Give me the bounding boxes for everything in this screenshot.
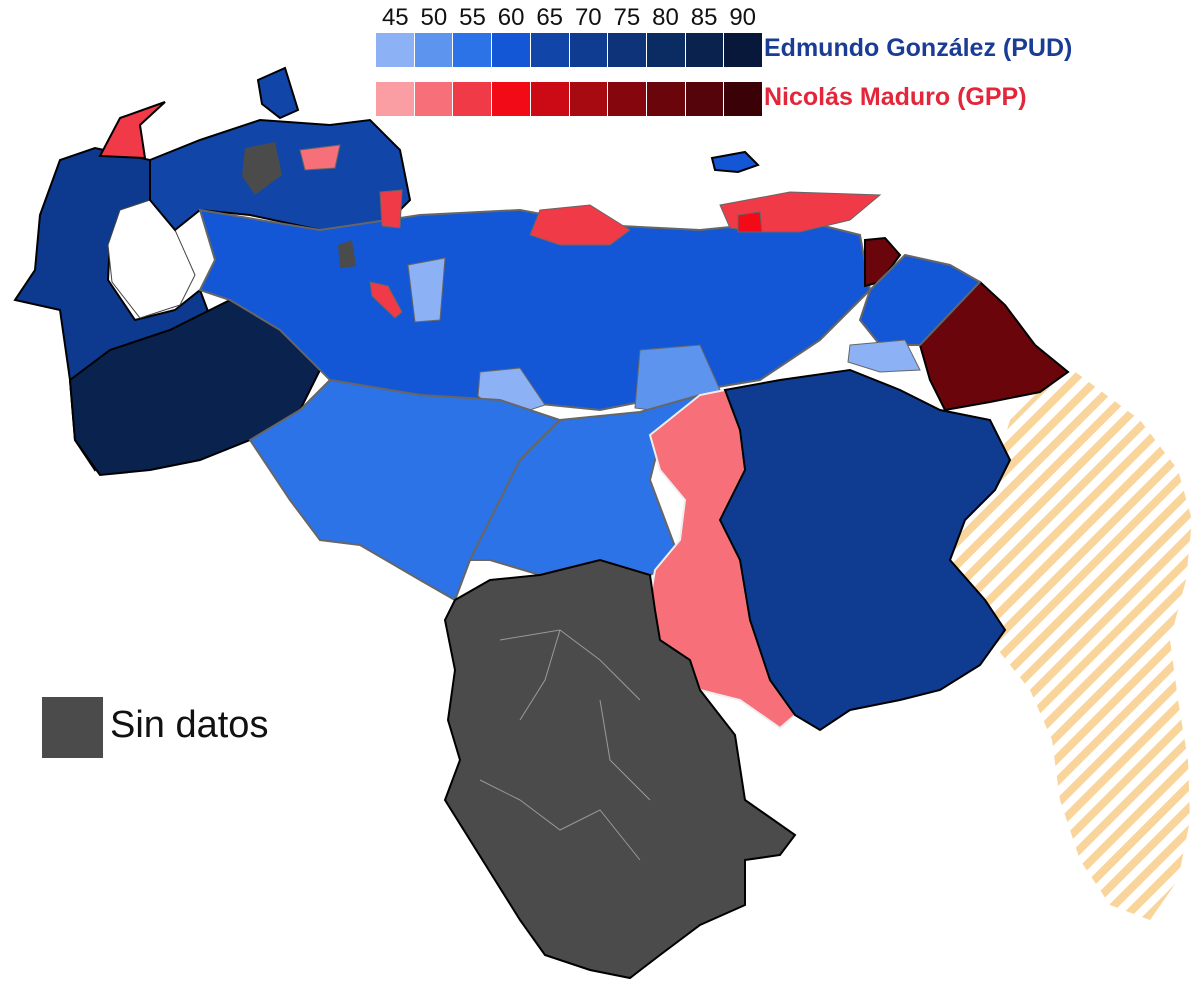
maduro-swatch-50 <box>414 82 454 116</box>
region-amazonas-nodata <box>443 558 797 980</box>
gonzalez-swatch-75 <box>608 33 647 67</box>
region-cojedes-red <box>369 281 403 319</box>
region-lara-red <box>299 144 341 171</box>
legend-tick-75: 75 <box>613 4 641 31</box>
region-nodata-north-b <box>338 240 356 268</box>
gonzalez-swatch-55 <box>453 33 493 67</box>
island-aruba-like <box>256 66 300 120</box>
gonzalez-swatch-50 <box>414 33 454 67</box>
maduro-swatch-80 <box>646 82 686 116</box>
legend-tick-85: 85 <box>690 4 718 31</box>
gonzalez-swatch-65 <box>530 33 570 67</box>
legend-tick-50: 50 <box>420 4 448 31</box>
maduro-swatch-65 <box>530 82 570 116</box>
legend-tick-80: 80 <box>652 4 679 31</box>
gonzalez-swatch-70 <box>569 33 609 67</box>
nodata-swatch <box>42 697 103 758</box>
region-delta-amacuro <box>918 280 1070 412</box>
gonzalez-swatch-45 <box>376 33 415 67</box>
maduro-swatch-60 <box>492 82 531 116</box>
gonzalez-swatch-85 <box>685 33 725 67</box>
maduro-swatch-55 <box>453 82 493 116</box>
region-sucre-east-dark <box>864 236 902 288</box>
gonzalez-swatch-80 <box>646 33 686 67</box>
legend-bar-maduro <box>376 82 763 116</box>
region-sucre-bright <box>737 211 763 233</box>
region-monagas-light <box>847 339 921 373</box>
maduro-swatch-70 <box>569 82 609 116</box>
legend-tick-row: 45 50 55 60 65 70 75 80 85 90 <box>376 4 762 34</box>
region-miranda-red <box>529 204 631 246</box>
boundary-amazonas-internal <box>479 629 651 861</box>
legend-tick-55: 55 <box>459 4 486 31</box>
legend-label-maduro: Nicolás Maduro (GPP) <box>764 83 1027 111</box>
region-monagas <box>858 253 982 346</box>
region-guayana-esequiba <box>950 368 1192 920</box>
legend-tick-45: 45 <box>381 4 409 31</box>
region-paraguana-north <box>98 101 166 160</box>
legend-label-gonzalez: Edmundo González (PUD) <box>764 34 1073 62</box>
legend-tick-70: 70 <box>574 4 602 31</box>
region-carabobo-red <box>379 189 403 229</box>
gonzalez-swatch-60 <box>492 33 531 67</box>
maduro-swatch-45 <box>376 82 415 116</box>
region-margarita <box>710 150 760 174</box>
maduro-swatch-90 <box>724 82 763 116</box>
legend-tick-60: 60 <box>497 4 525 31</box>
maduro-swatch-75 <box>608 82 647 116</box>
region-bolivar-east <box>718 368 1012 732</box>
legend-tick-65: 65 <box>536 4 564 31</box>
region-nodata-north-a <box>242 142 282 195</box>
gonzalez-swatch-90 <box>724 33 763 67</box>
legend-bar-gonzalez <box>376 33 763 67</box>
maduro-swatch-85 <box>685 82 725 116</box>
nodata-label: Sin datos <box>110 704 269 746</box>
region-light-a <box>407 257 446 323</box>
legend-tick-90: 90 <box>729 4 757 31</box>
